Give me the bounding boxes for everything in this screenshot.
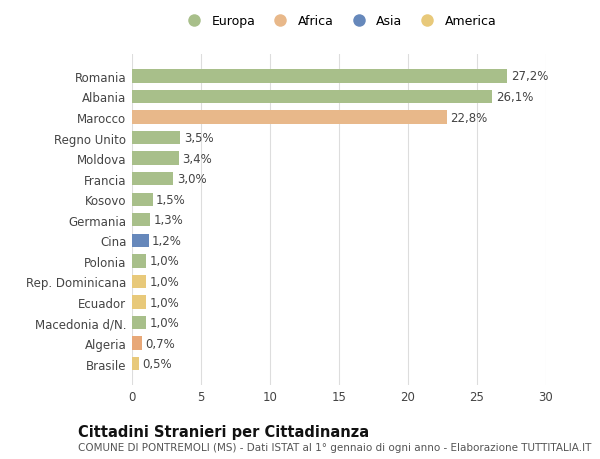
Text: 0,7%: 0,7% <box>145 337 175 350</box>
Bar <box>132 275 146 289</box>
Text: Cittadini Stranieri per Cittadinanza: Cittadini Stranieri per Cittadinanza <box>78 425 369 440</box>
Bar <box>132 337 142 350</box>
Bar <box>132 193 152 207</box>
Bar <box>132 234 149 247</box>
Text: 1,5%: 1,5% <box>156 193 186 206</box>
Text: 1,0%: 1,0% <box>149 296 179 309</box>
Legend: Europa, Africa, Asia, America: Europa, Africa, Asia, America <box>181 15 497 28</box>
Bar <box>132 70 508 84</box>
Text: COMUNE DI PONTREMOLI (MS) - Dati ISTAT al 1° gennaio di ogni anno - Elaborazione: COMUNE DI PONTREMOLI (MS) - Dati ISTAT a… <box>78 442 592 452</box>
Text: 27,2%: 27,2% <box>511 70 548 83</box>
Text: 3,5%: 3,5% <box>184 132 214 145</box>
Bar <box>132 255 146 268</box>
Bar <box>132 357 139 370</box>
Text: 3,0%: 3,0% <box>177 173 206 186</box>
Bar <box>132 132 181 145</box>
Text: 3,4%: 3,4% <box>182 152 212 165</box>
Bar <box>132 173 173 186</box>
Text: 22,8%: 22,8% <box>450 111 487 124</box>
Bar <box>132 296 146 309</box>
Text: 1,0%: 1,0% <box>149 255 179 268</box>
Text: 1,3%: 1,3% <box>154 214 183 227</box>
Text: 1,2%: 1,2% <box>152 235 182 247</box>
Text: 0,5%: 0,5% <box>142 358 172 370</box>
Text: 1,0%: 1,0% <box>149 316 179 330</box>
Bar <box>132 213 150 227</box>
Bar <box>132 111 446 124</box>
Bar <box>132 152 179 165</box>
Bar <box>132 316 146 330</box>
Bar <box>132 90 492 104</box>
Text: 1,0%: 1,0% <box>149 275 179 288</box>
Text: 26,1%: 26,1% <box>496 91 533 104</box>
